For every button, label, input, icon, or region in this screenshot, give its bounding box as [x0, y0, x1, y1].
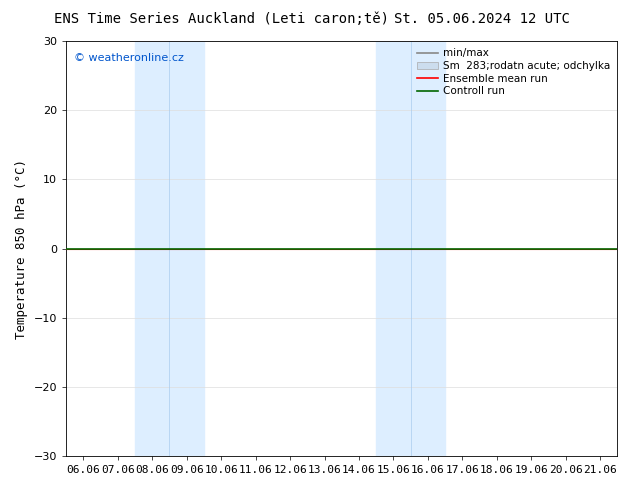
Y-axis label: Temperature 850 hPa (°C): Temperature 850 hPa (°C) — [15, 158, 28, 339]
Bar — [376, 41, 445, 456]
Bar — [135, 41, 204, 456]
Text: St. 05.06.2024 12 UTC: St. 05.06.2024 12 UTC — [394, 12, 570, 26]
Text: © weatheronline.cz: © weatheronline.cz — [74, 53, 184, 64]
Text: ENS Time Series Auckland (Leti caron;tě): ENS Time Series Auckland (Leti caron;tě) — [55, 12, 389, 26]
Legend: min/max, Sm  283;rodatn acute; odchylka, Ensemble mean run, Controll run: min/max, Sm 283;rodatn acute; odchylka, … — [415, 46, 612, 98]
